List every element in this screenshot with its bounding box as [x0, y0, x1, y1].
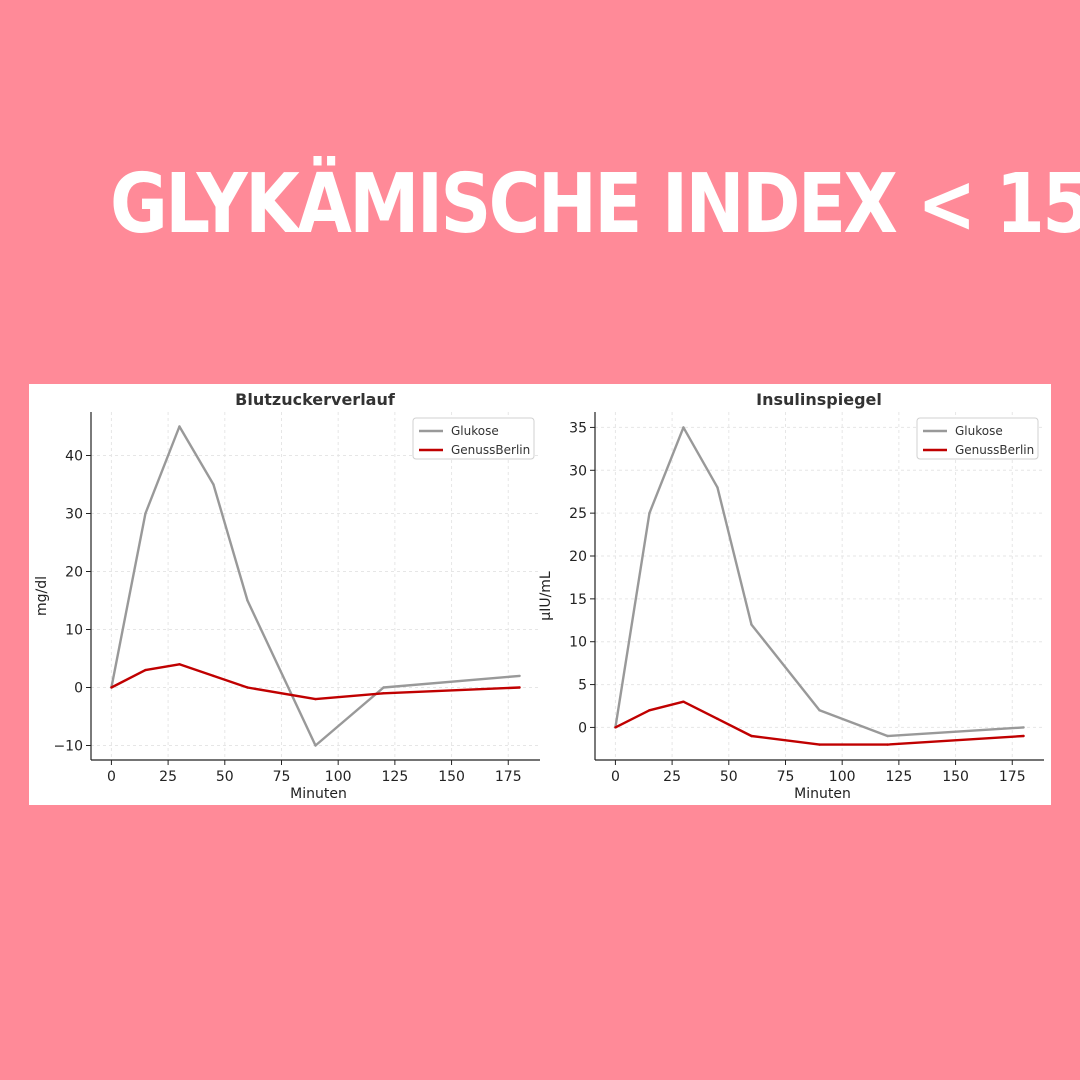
blutzucker-series-genussberlin-line — [110, 663, 520, 701]
blutzucker-x-tick-label: 150 — [438, 769, 465, 785]
blutzucker-series-glukose-line — [110, 425, 520, 747]
blutzucker-series-genussberlin-point — [518, 686, 521, 689]
insulin-y-tick-label: 25 — [569, 506, 587, 522]
blutzucker-y-tick-label: 40 — [65, 449, 83, 465]
insulin-y-tick-label: 35 — [569, 420, 587, 436]
charts-panel: 0 25 50 75 100 125 150 175 −10 0 10 20 30 40 Blutzucke… — [29, 384, 1051, 805]
insulin-series-glukose-point — [886, 734, 889, 738]
insulin-series-genussberlin-point — [614, 726, 617, 729]
insulin-series-glukose-point — [682, 426, 685, 429]
insulin-y-tick-label: 20 — [569, 549, 587, 565]
insulin-series-glukose-point — [716, 486, 719, 489]
blutzucker-y-tick-label: 10 — [65, 623, 83, 639]
insulin-legend-label: Glukose — [955, 424, 1003, 438]
insulin-series-glukose-point — [750, 623, 753, 626]
blutzucker-series-genussberlin-point — [110, 686, 113, 689]
insulin-series-genussberlin-point — [716, 717, 719, 721]
blutzucker-legend-label: Glukose — [451, 424, 499, 438]
blutzucker-legend: Glukose GenussBerlin — [412, 417, 535, 460]
blutzucker-series-glukose-point — [144, 512, 147, 515]
blutzucker-legend-label: GenussBerlin — [451, 443, 530, 457]
insulin-legend-label: GenussBerlin — [955, 443, 1034, 457]
insulin-series-genussberlin-point — [682, 700, 685, 703]
charts-canvas: 0 25 50 75 100 125 150 175−10010203040Blutzucke… — [34, 390, 1044, 802]
insulin-x-tick-label: 25 — [663, 769, 681, 785]
insulin-y-tick-label: 15 — [569, 592, 587, 608]
blutzucker-series-glukose-point — [178, 425, 181, 428]
insulin-legend-box — [916, 417, 1039, 460]
blutzucker-title: Blutzuckerverlauf — [235, 390, 396, 409]
blutzucker-x-tick-label: 75 — [273, 769, 291, 785]
insulin-x-tick-label: 0 — [611, 769, 620, 785]
blutzucker-series-glukose-point — [246, 599, 249, 602]
blutzucker-y-tick-label: −10 — [53, 739, 83, 755]
insulin-x-tick-label: 150 — [942, 769, 969, 785]
insulin-legend: Glukose GenussBerlin — [916, 417, 1039, 460]
blutzucker-x-tick-label: 0 — [107, 769, 116, 785]
insulin-y-tick-label: 30 — [569, 463, 587, 479]
blutzucker-series-genussberlin-point — [246, 686, 249, 689]
blutzucker-series-genussberlin-point — [212, 674, 215, 678]
insulin-series-glukose-point — [1022, 726, 1025, 729]
blutzucker-series-genussberlin-point — [178, 663, 181, 666]
insulin-x-tick-label: 50 — [720, 769, 738, 785]
insulin-x-label: Minuten — [794, 786, 851, 802]
insulin-series-genussberlin-point — [886, 743, 889, 746]
blutzucker-chart: 0 25 50 75 100 125 150 175 −10 0 10 20 30 40 Blutzucke… — [34, 390, 540, 802]
insulin-x-tick-label: 125 — [886, 769, 913, 785]
blutzucker-x-tick-label: 25 — [159, 769, 177, 785]
insulin-y-tick-label: 0 — [578, 720, 587, 736]
blutzucker-y-tick-label: 0 — [74, 681, 83, 697]
insulin-x-tick-label: 100 — [829, 769, 856, 785]
insulin-series-genussberlin-point — [750, 734, 753, 738]
insulin-y-tick-label: 5 — [578, 678, 587, 694]
blutzucker-series-genussberlin-point — [382, 692, 385, 695]
blutzucker-series-glukose-point — [314, 744, 317, 747]
insulin-series-genussberlin-point — [1022, 734, 1025, 738]
headline: GLYKÄMISCHE INDEX < 15 — [110, 157, 1080, 252]
insulin-chart: 0 25 50 75 100 125 150 175 0 5 10 15 20 25 30 35 Insulin… — [538, 390, 1044, 802]
insulin-series-genussberlin-point — [648, 709, 651, 712]
insulin-series-glukose-line — [614, 426, 1024, 738]
blutzucker-series-genussberlin-point — [144, 668, 147, 672]
insulin-x-tick-label: 175 — [999, 769, 1026, 785]
blutzucker-x-tick-label: 125 — [382, 769, 409, 785]
insulin-y-label: µIU/mL — [538, 571, 554, 621]
blutzucker-legend-box — [412, 417, 535, 460]
blutzucker-y-tick-label: 20 — [65, 565, 83, 581]
blutzucker-x-label: Minuten — [290, 786, 347, 802]
blutzucker-y-label: mg/dl — [34, 576, 50, 616]
blutzucker-series-genussberlin-point — [314, 697, 317, 701]
insulin-series-genussberlin-point — [818, 743, 821, 746]
insulin-series-glukose-point — [648, 511, 651, 515]
blutzucker-series-glukose-point — [518, 674, 521, 678]
insulin-y-tick-label: 10 — [569, 635, 587, 651]
blutzucker-x-tick-label: 50 — [216, 769, 234, 785]
insulin-series-glukose-point — [818, 709, 821, 712]
blutzucker-series-glukose-point — [212, 483, 215, 486]
insulin-series-genussberlin-line — [614, 700, 1024, 746]
blutzucker-y-tick-label: 30 — [65, 507, 83, 523]
insulin-x-tick-label: 75 — [777, 769, 795, 785]
blutzucker-x-tick-label: 175 — [495, 769, 522, 785]
blutzucker-x-tick-label: 100 — [325, 769, 352, 785]
blutzucker-series-glukose-point — [382, 686, 385, 689]
insulin-title: Insulinspiegel — [756, 390, 882, 409]
